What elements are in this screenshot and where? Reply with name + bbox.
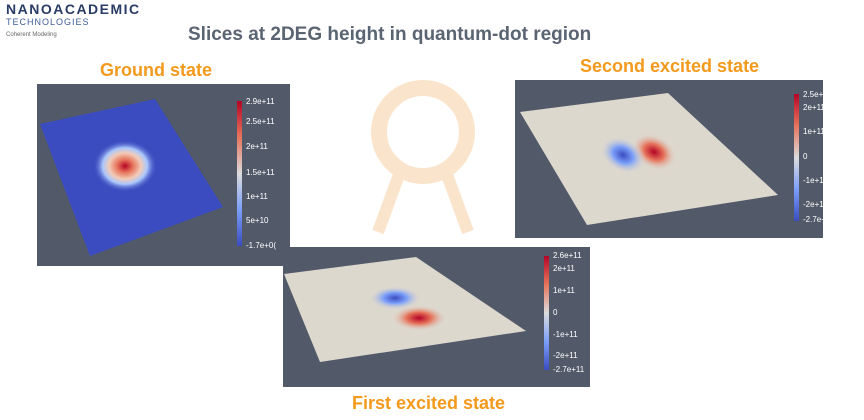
second-colorbar-tick: -2.7e+11 — [803, 215, 823, 224]
ground-colorbar-tick: 2.9e+11 — [246, 97, 275, 106]
first-colorbar-tick: 1e+11 — [553, 286, 575, 295]
second-colorbar-tick: 2.5e+11 — [803, 90, 823, 99]
slide-title: Slices at 2DEG height in quantum-dot reg… — [188, 24, 592, 45]
company-logo: NANOACADEMIC TECHNOLOGIES Coherent Model… — [6, 2, 141, 40]
second-colorbar-tick: -2e+11 — [803, 200, 823, 209]
first-colorbar — [544, 256, 549, 370]
ground-colorbar — [237, 101, 242, 246]
first-state-positive-lobe — [391, 305, 447, 331]
second-colorbar — [794, 94, 799, 221]
first-colorbar-tick: -1e+11 — [553, 330, 578, 339]
label-first-excited-state: First excited state — [352, 393, 506, 413]
first-colorbar-tick: 2.6e+11 — [553, 251, 582, 260]
ground-colorbar-tick: 5e+10 — [246, 216, 269, 225]
second-colorbar-tick: 2e+11 — [803, 103, 823, 112]
label-second-excited-state: Second excited state — [580, 56, 760, 76]
ground-state-plot: 2.9e+11 2.5e+11 2e+11 1.5e+11 1e+11 5e+1… — [37, 84, 290, 266]
first-state-negative-lobe — [369, 286, 421, 310]
watermark-logo-icon — [371, 80, 475, 235]
ground-colorbar-tick: -1.7e+0( — [246, 241, 277, 250]
second-colorbar-tick: 0 — [803, 152, 808, 161]
second-excited-state-plot: 2.5e+11 2e+11 1e+11 0 -1e+11 -2e+11 -2.7… — [515, 80, 823, 238]
first-colorbar-tick: -2.7e+11 — [553, 365, 585, 374]
logo-line1: NANOACADEMIC — [6, 1, 141, 17]
ground-colorbar-tick: 2e+11 — [246, 142, 268, 151]
first-colorbar-tick: -2e+11 — [553, 351, 578, 360]
first-excited-state-plot: 2.6e+11 2e+11 1e+11 0 -1e+11 -2e+11 -2.7… — [283, 247, 590, 387]
label-ground-state: Ground state — [100, 60, 213, 80]
ground-colorbar-tick: 1e+11 — [246, 192, 268, 201]
first-colorbar-tick: 2e+11 — [553, 264, 575, 273]
second-colorbar-tick: -1e+11 — [803, 176, 823, 185]
ground-state-wavefunction-blob — [93, 140, 157, 192]
second-colorbar-tick: 1e+11 — [803, 127, 823, 136]
first-colorbar-tick: 0 — [553, 308, 558, 317]
logo-line2: TECHNOLOGIES — [6, 17, 90, 27]
logo-line3: Coherent Modeling — [6, 32, 57, 38]
ground-colorbar-tick: 1.5e+11 — [246, 168, 275, 177]
ground-colorbar-tick: 2.5e+11 — [246, 117, 275, 126]
second-state-negative-lobe — [600, 136, 646, 174]
